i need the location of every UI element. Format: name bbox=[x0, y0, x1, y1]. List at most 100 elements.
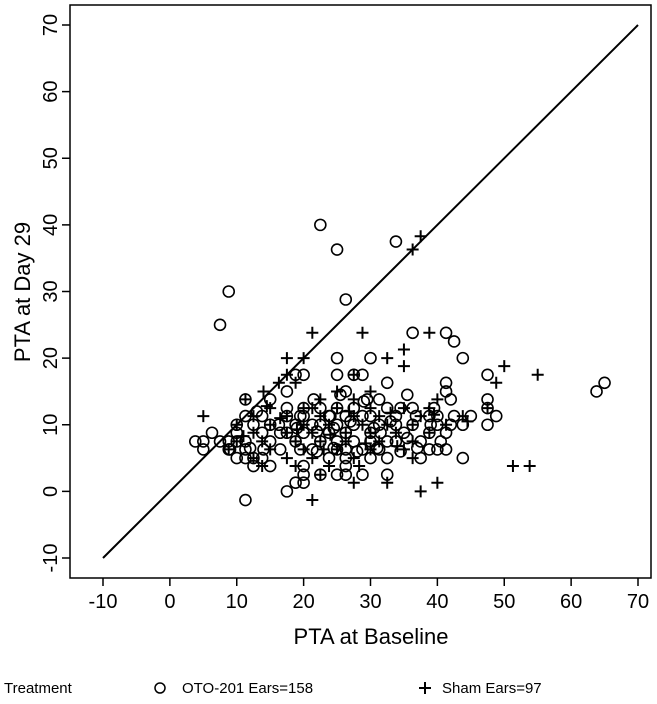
data-point-circle bbox=[334, 388, 347, 402]
data-point-plus bbox=[260, 400, 273, 413]
data-point-plus bbox=[406, 418, 419, 431]
x-tick-label: 20 bbox=[293, 591, 315, 613]
data-point-plus bbox=[531, 368, 544, 381]
data-point-circle bbox=[239, 493, 252, 507]
y-tick-label: 60 bbox=[40, 81, 62, 103]
data-point-plus bbox=[222, 443, 235, 456]
data-point-plus bbox=[397, 402, 410, 415]
data-point-plus bbox=[237, 430, 250, 443]
data-point-circle bbox=[243, 441, 257, 455]
data-point-circle bbox=[280, 385, 294, 398]
data-point-circle bbox=[389, 235, 403, 248]
data-point-plus bbox=[290, 423, 303, 436]
data-point-circle bbox=[434, 435, 448, 448]
data-point-plus bbox=[264, 443, 277, 456]
data-point-plus bbox=[297, 352, 310, 365]
data-point-plus bbox=[323, 418, 336, 431]
data-point-circle bbox=[431, 409, 444, 423]
data-point-plus bbox=[339, 435, 352, 448]
legend-title: Treatment bbox=[4, 680, 73, 697]
data-point-plus bbox=[280, 426, 293, 439]
data-point-circle bbox=[456, 351, 470, 365]
data-point-circle bbox=[439, 376, 453, 390]
data-point-plus bbox=[406, 452, 419, 465]
x-axis-title: PTA at Baseline bbox=[294, 624, 449, 649]
data-point-circle bbox=[370, 441, 384, 455]
data-point-plus bbox=[257, 385, 270, 398]
series-sham bbox=[197, 230, 544, 507]
data-point-plus bbox=[314, 410, 327, 423]
data-point-plus bbox=[264, 418, 277, 431]
data-point-plus bbox=[440, 418, 453, 431]
data-point-circle bbox=[280, 485, 294, 498]
data-point-plus bbox=[490, 376, 503, 389]
data-point-circle bbox=[273, 443, 287, 456]
data-point-circle bbox=[357, 395, 371, 408]
data-point-circle bbox=[364, 351, 377, 365]
data-point-plus bbox=[406, 435, 419, 448]
data-point-circle bbox=[339, 459, 353, 473]
y-tick-label: 20 bbox=[40, 347, 62, 369]
legend-entry-oto201: OTO-201 Ears=158 bbox=[182, 680, 313, 697]
data-point-circle bbox=[481, 418, 494, 432]
data-point-circle bbox=[431, 443, 444, 456]
data-point-circle bbox=[339, 468, 353, 482]
data-point-plus bbox=[391, 440, 404, 453]
data-point-plus bbox=[306, 402, 319, 415]
data-point-plus bbox=[423, 426, 436, 439]
x-tick-label: -10 bbox=[89, 591, 118, 613]
data-point-circle bbox=[330, 368, 344, 382]
data-point-plus bbox=[364, 385, 377, 398]
data-point-circle bbox=[289, 476, 302, 490]
data-point-plus bbox=[306, 494, 319, 507]
data-point-plus bbox=[289, 435, 302, 448]
data-point-plus bbox=[381, 476, 394, 489]
data-point-circle bbox=[380, 451, 394, 465]
data-point-plus bbox=[431, 393, 444, 406]
data-point-circle bbox=[297, 476, 310, 490]
data-point-plus bbox=[381, 352, 394, 365]
data-point-circle bbox=[213, 318, 227, 332]
data-point-plus bbox=[317, 443, 330, 456]
data-point-plus bbox=[272, 376, 285, 389]
data-point-plus bbox=[306, 452, 319, 465]
data-point-circle bbox=[372, 393, 386, 406]
data-point-plus bbox=[280, 410, 293, 423]
data-point-plus bbox=[289, 460, 302, 473]
y-tick-label: 0 bbox=[40, 486, 62, 497]
data-point-circle bbox=[230, 451, 244, 465]
legend-entry-sham: Sham Ears=97 bbox=[442, 680, 542, 697]
data-point-plus bbox=[431, 476, 444, 489]
data-point-plus bbox=[323, 460, 336, 473]
data-point-plus bbox=[373, 410, 386, 423]
data-point-plus bbox=[364, 402, 377, 415]
data-point-plus bbox=[280, 352, 293, 365]
x-tick-label: 40 bbox=[426, 591, 448, 613]
data-point-plus bbox=[498, 360, 511, 373]
data-point-plus bbox=[331, 385, 344, 398]
data-point-plus bbox=[274, 412, 287, 425]
y-axis-ticks: -10 0 10 20 30 40 50 60 70 bbox=[40, 14, 70, 572]
y-tick-label: 10 bbox=[40, 414, 62, 436]
data-point-plus bbox=[406, 243, 419, 256]
y-tick-label: 30 bbox=[40, 280, 62, 302]
data-point-plus bbox=[389, 426, 402, 439]
data-point-plus bbox=[414, 485, 427, 498]
data-point-plus bbox=[397, 360, 410, 373]
legend-plus-marker bbox=[419, 682, 431, 694]
data-point-plus bbox=[247, 426, 260, 439]
data-point-plus bbox=[356, 418, 369, 431]
x-tick-label: 0 bbox=[164, 591, 175, 613]
data-point-plus bbox=[343, 405, 356, 418]
data-point-circle bbox=[213, 435, 227, 448]
data-point-plus bbox=[353, 460, 366, 473]
data-point-circle bbox=[327, 441, 341, 455]
data-point-plus bbox=[314, 435, 327, 448]
data-point-circle bbox=[439, 326, 453, 340]
data-point-plus bbox=[314, 468, 327, 481]
data-point-circle bbox=[481, 368, 494, 382]
data-point-circle bbox=[350, 445, 364, 458]
data-point-plus bbox=[297, 418, 310, 431]
data-point-circle bbox=[489, 409, 503, 423]
data-point-circle bbox=[205, 426, 219, 440]
